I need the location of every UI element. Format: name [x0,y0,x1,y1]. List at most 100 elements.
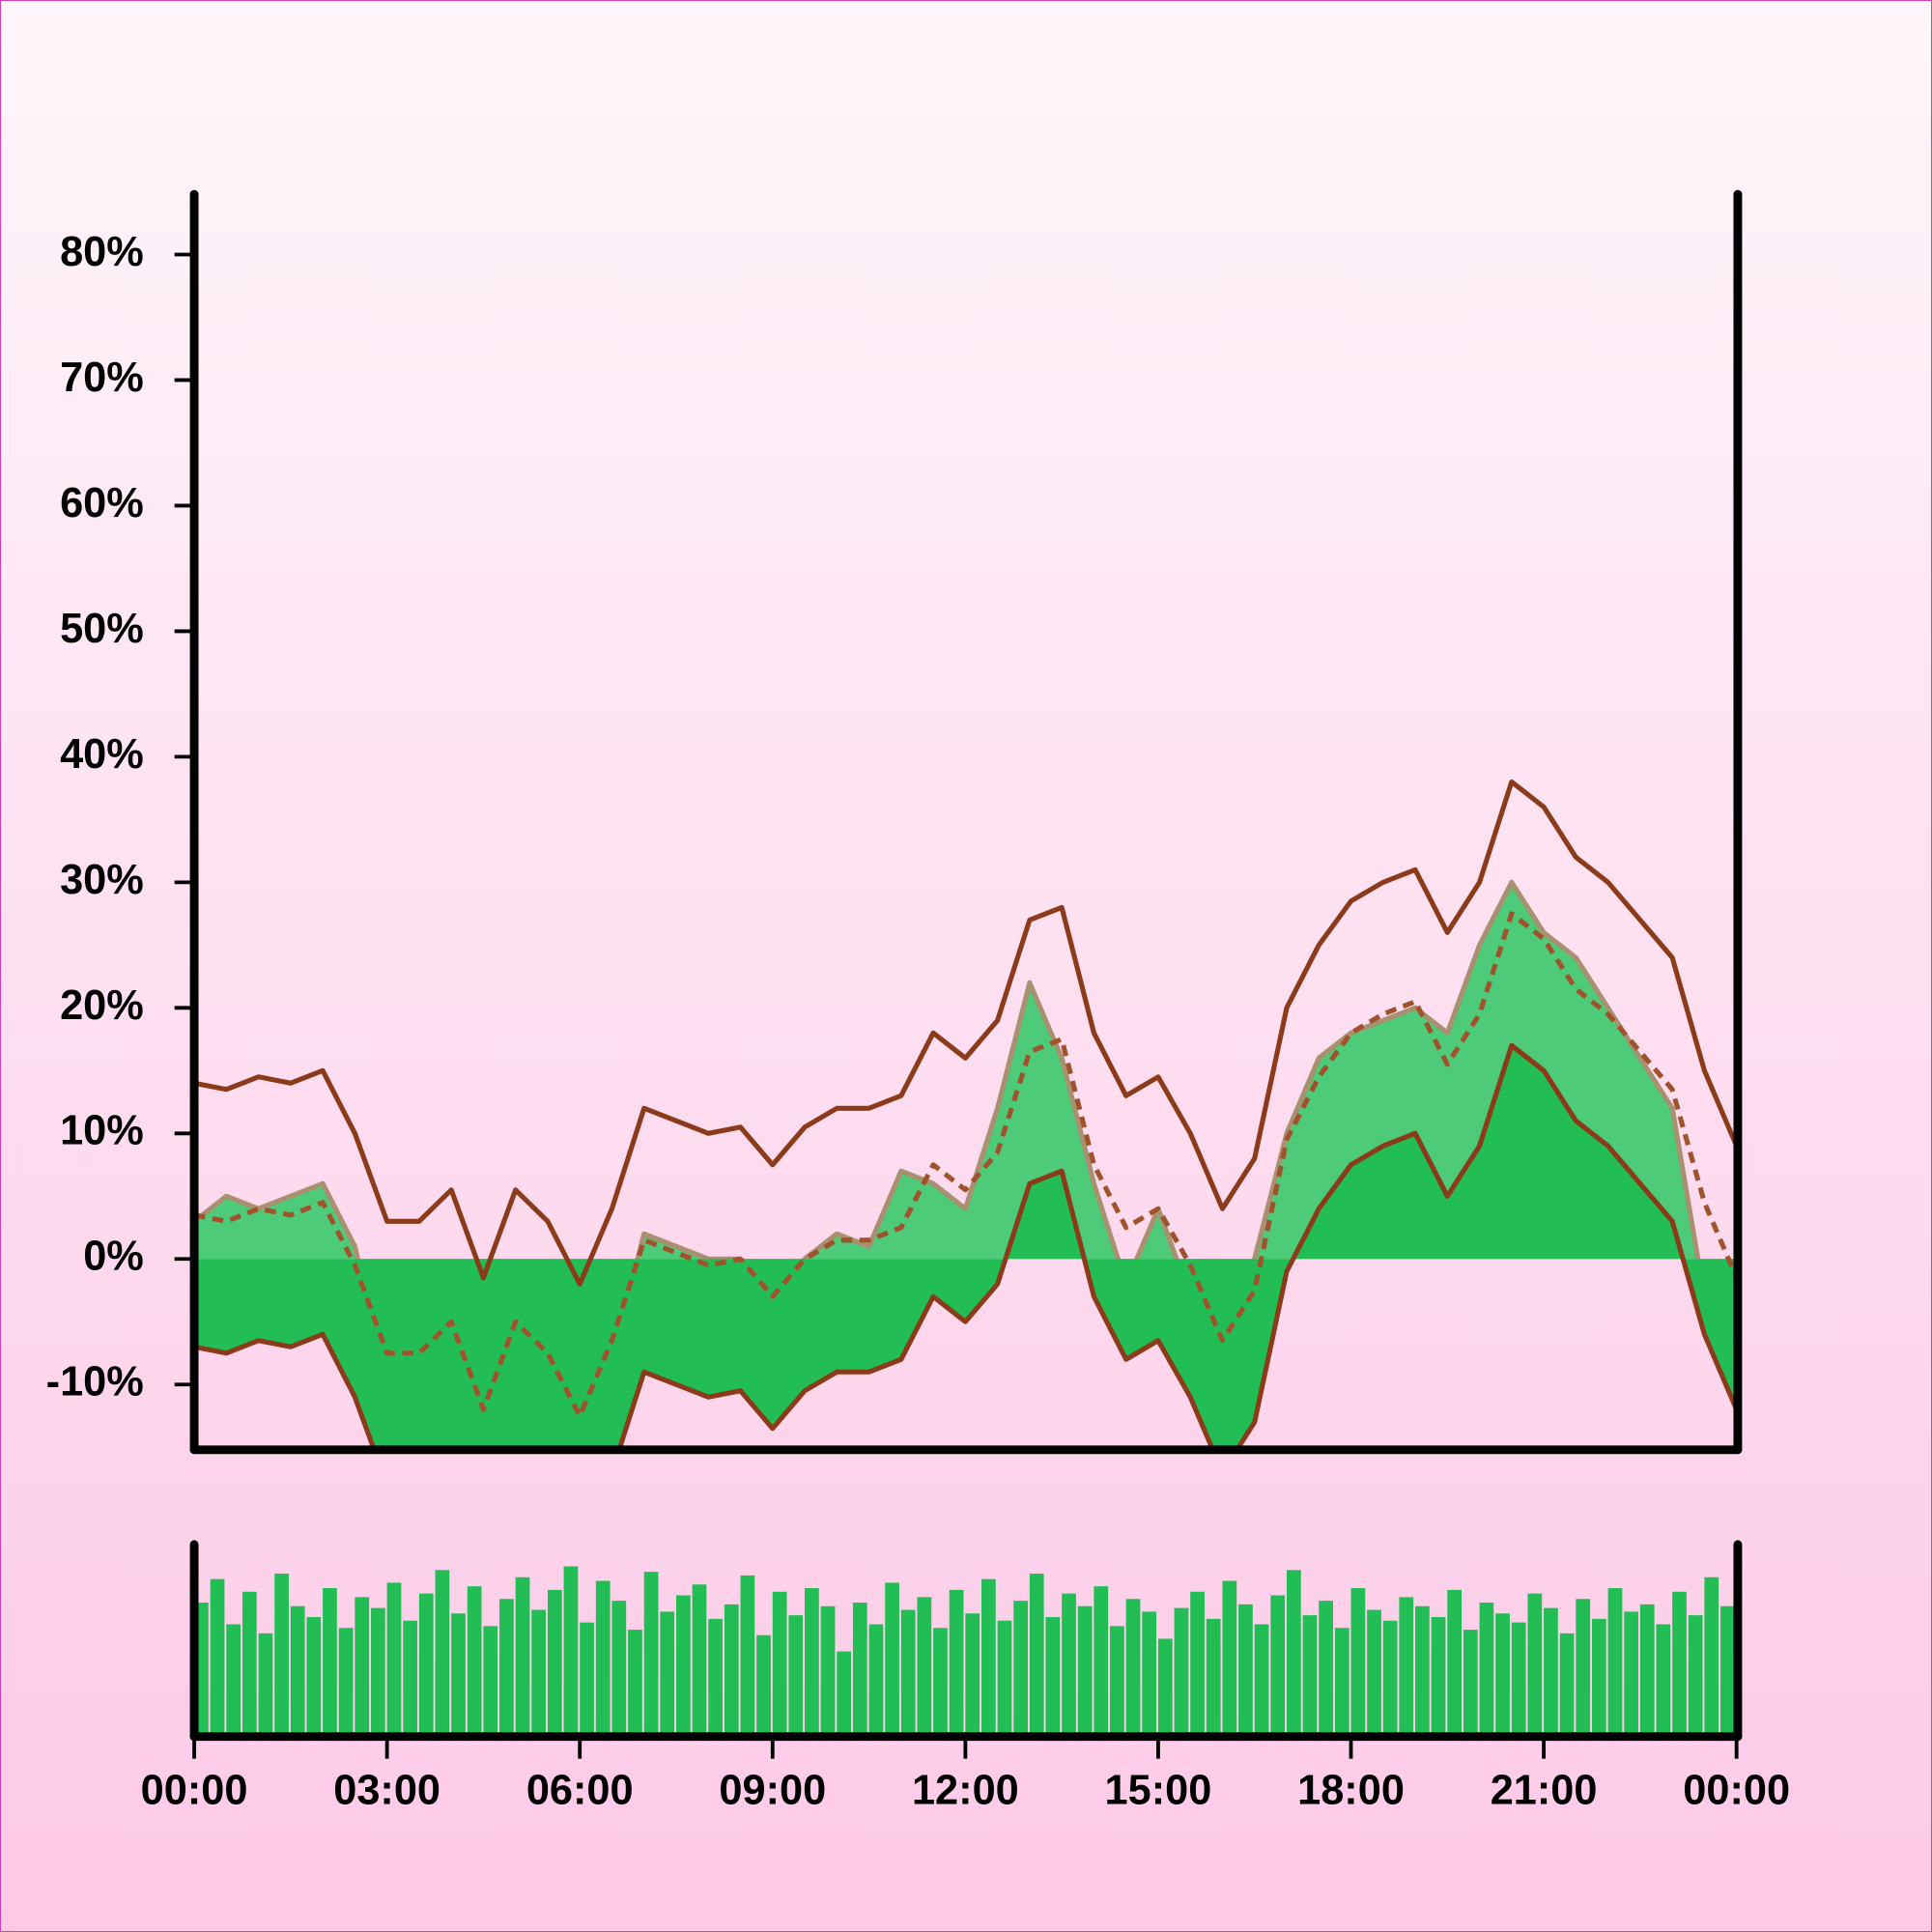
volume-bar [1415,1605,1430,1733]
x-tick-label: 12:00 [912,1768,1019,1814]
volume-bar [837,1651,852,1733]
y-tick-label: 60% [60,480,144,526]
volume-bar [1077,1605,1093,1733]
y-tick-label: 40% [60,731,144,778]
volume-bar [933,1628,948,1733]
volume-bar [740,1575,755,1733]
volume-bar [371,1607,385,1733]
volume-bar [515,1577,530,1733]
volume-bar [1062,1593,1076,1733]
volume-bar [900,1609,916,1733]
volume-bar [675,1595,691,1733]
volume-bar [643,1572,659,1733]
volume-bar [788,1615,804,1733]
x-tick-label: 21:00 [1491,1768,1598,1814]
volume-bar [724,1604,739,1733]
volume-bar [1222,1580,1237,1733]
volume-bar [418,1593,434,1733]
volume-bar [242,1591,257,1733]
volume-bar [226,1624,242,1733]
volume-bar [1591,1618,1606,1733]
volume-bar [1286,1570,1301,1733]
volume-bar [467,1586,482,1733]
volume-bar [1688,1615,1703,1733]
volume-bar [531,1609,547,1733]
volume-bar [1334,1628,1350,1733]
volume-bar [997,1620,1012,1733]
line [194,911,1737,1419]
volume-bar [1511,1622,1526,1733]
volume-bar [355,1597,370,1733]
volume-bar [483,1626,498,1733]
y-tick-label: 20% [60,982,144,1029]
volume-bar [708,1618,723,1733]
volume-bar [1544,1607,1558,1733]
volume-bar [965,1613,980,1733]
volume-bar [1576,1599,1591,1733]
line [194,779,1737,1287]
volume-bar [323,1587,337,1733]
volume-bar [1447,1589,1463,1733]
y-tick-label: 10% [60,1108,144,1154]
volume-bar [1110,1626,1124,1733]
y-tick-label: 0% [83,1234,144,1280]
volume-bar [917,1597,932,1733]
volume-bar [980,1578,996,1733]
volume-bar [386,1582,402,1733]
volume-bar [451,1613,466,1733]
volume-bar [1656,1624,1671,1733]
volume-bar [772,1591,787,1733]
volume-bar [868,1624,884,1733]
y-tick-label: 80% [60,229,144,275]
volume-bar [805,1587,819,1733]
volume-bar [1013,1601,1028,1733]
volume-bar [628,1630,642,1733]
x-tick-label: 03:00 [333,1768,440,1814]
volume-bar [595,1580,611,1733]
volume-bar [338,1628,354,1733]
volume-bar [1367,1609,1381,1733]
volume-bar [756,1634,771,1733]
volume-bar [1382,1620,1398,1733]
volume-bar [949,1589,964,1733]
volume-bar [820,1605,836,1733]
volume-bar [290,1605,305,1733]
volume-bar [547,1589,562,1733]
volume-bar [1624,1611,1638,1733]
volume-bar [1639,1604,1655,1733]
volume-bar [1238,1604,1253,1733]
volume-bar [1350,1587,1366,1733]
volume-plot [194,1566,1735,1733]
x-tick-label: 00:00 [1683,1768,1790,1814]
volume-bar [1270,1595,1286,1733]
volume-bar [692,1584,707,1733]
volume-bar [1302,1615,1318,1733]
volume-bar [1495,1613,1510,1733]
y-tick-label: 30% [60,857,144,903]
volume-bar [885,1582,899,1733]
volume-bar [1174,1607,1189,1733]
x-tick-label: 09:00 [719,1768,826,1814]
volume-bar [1672,1591,1687,1733]
volume-bar [1125,1599,1141,1733]
volume-bar [1190,1591,1205,1733]
volume-bar [1029,1574,1044,1733]
volume-bar [1559,1633,1575,1733]
y-tick-label: -10% [46,1359,144,1406]
volume-bar [1094,1586,1109,1733]
x-tick-label: 00:00 [141,1768,248,1814]
volume-bar [1527,1593,1543,1733]
volume-bar [1157,1638,1173,1733]
volume-bar [660,1611,675,1733]
volume-bar [1142,1611,1157,1733]
volume-bar [563,1566,579,1733]
volume-bar [274,1574,289,1733]
price-plot [194,779,1737,1448]
volume-bar [403,1620,417,1733]
volume-bar [1399,1597,1414,1733]
y-tick-label: 70% [60,355,144,401]
volume-bar [306,1616,322,1733]
volume-bar [1254,1624,1269,1733]
